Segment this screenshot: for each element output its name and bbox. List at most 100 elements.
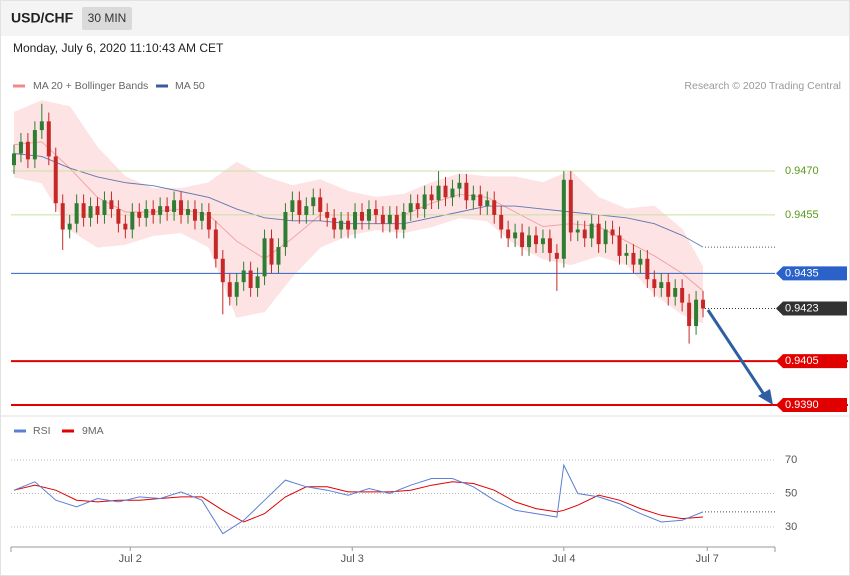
candle-body: [165, 206, 170, 212]
candle-body: [346, 220, 351, 230]
candle-body: [179, 200, 184, 215]
candle-body: [415, 203, 420, 210]
candle-body: [123, 223, 128, 230]
candle-body: [457, 182, 462, 189]
x-tick-label: Jul 2: [119, 553, 142, 565]
candle-body: [380, 214, 385, 224]
legend-label: MA 20 + Bollinger Bands: [33, 80, 148, 92]
candle-body: [680, 288, 685, 303]
timeframe[interactable]: 30 MIN: [88, 11, 127, 25]
candle-body: [192, 209, 197, 221]
header-bar: [1, 1, 849, 36]
level-label: 0.9470: [785, 165, 819, 177]
legend-swatch: [13, 84, 25, 88]
candle-body: [297, 200, 302, 215]
candle-body: [304, 206, 309, 215]
candle-body: [283, 211, 288, 248]
candle-body: [18, 141, 23, 154]
candle-body: [241, 270, 246, 283]
candle-body: [666, 282, 671, 297]
candle-body: [32, 130, 37, 160]
candle-body: [694, 299, 699, 327]
level-label: 0.9390: [785, 399, 819, 411]
candle-body: [485, 200, 490, 207]
candle-body: [220, 258, 225, 283]
candle-body: [262, 238, 267, 277]
plot: 0.9470 0.9455 0.9435 0.9405 0.9390 0.9423 30 50…: [11, 100, 848, 565]
candle-body: [568, 179, 573, 233]
rsi-line: [13, 463, 704, 535]
timeframe-box[interactable]: [82, 7, 132, 30]
candle-body: [659, 282, 664, 289]
band-upper: [13, 100, 704, 268]
last-price-box: [776, 301, 847, 316]
candle-body: [631, 252, 636, 265]
candle-body: [137, 211, 142, 218]
forecast-arrow-head: [758, 389, 773, 405]
candle-body: [673, 288, 678, 297]
candle-body: [506, 229, 511, 239]
level-label-box: [776, 354, 847, 369]
level-label-box: [776, 266, 847, 281]
symbol: USD/CHF: [11, 10, 74, 26]
candle-body: [60, 203, 65, 230]
candle-body: [520, 232, 525, 248]
candle-body: [144, 209, 149, 218]
band-lower: [13, 176, 704, 324]
candle-body: [185, 209, 190, 215]
source: Research © 2020 Trading Central: [684, 80, 841, 92]
candle-body: [248, 270, 253, 289]
forecast-arrow: [706, 309, 767, 397]
candle-body: [318, 197, 323, 212]
date: Monday, July 6, 2020 11:10:43 AM CET: [13, 41, 224, 55]
candle-body: [589, 223, 594, 239]
candle-body: [687, 302, 692, 327]
legend-label: RSI: [33, 425, 51, 437]
candle-body: [88, 206, 93, 218]
last-price-label: 0.9423: [785, 302, 819, 314]
legend-swatch: [62, 429, 74, 433]
candle-body: [366, 209, 371, 221]
candle-body: [359, 211, 364, 221]
candle-body: [443, 185, 448, 198]
candle-body: [561, 179, 566, 259]
rsi-line: [13, 481, 704, 523]
candle-body: [199, 211, 204, 221]
candle-body: [638, 258, 643, 265]
candle-body: [95, 206, 100, 215]
candle-body: [478, 194, 483, 207]
level-label-box: [776, 398, 847, 413]
candle-body: [617, 235, 622, 256]
candle-body: [596, 223, 601, 245]
candle-body: [227, 282, 232, 297]
candle-body: [533, 235, 538, 245]
candle-body: [339, 220, 344, 230]
candle-body: [513, 232, 518, 239]
band-fill: [14, 100, 703, 324]
candle-body: [81, 203, 86, 218]
candle-body: [645, 258, 650, 280]
candle-body: [130, 211, 135, 230]
candle-body: [311, 197, 316, 207]
candle-body: [206, 211, 211, 230]
candle-body: [46, 121, 51, 157]
candle-body: [67, 223, 72, 230]
candle-body: [172, 200, 177, 212]
candle-body: [11, 153, 16, 166]
candle-body: [582, 229, 587, 239]
candle-body: [276, 247, 281, 265]
candle-body: [429, 194, 434, 201]
legend-label: 9MA: [82, 425, 104, 437]
y-tick-label: 30: [785, 521, 797, 533]
candle-body: [464, 182, 469, 201]
candle-body: [332, 217, 337, 230]
candle-body: [158, 206, 163, 215]
candle-body: [652, 279, 657, 289]
candle-body: [701, 299, 706, 309]
candle-body: [401, 211, 406, 230]
candle-body: [353, 211, 358, 230]
x-tick-label: Jul 4: [552, 553, 575, 565]
candle-body: [373, 209, 378, 215]
